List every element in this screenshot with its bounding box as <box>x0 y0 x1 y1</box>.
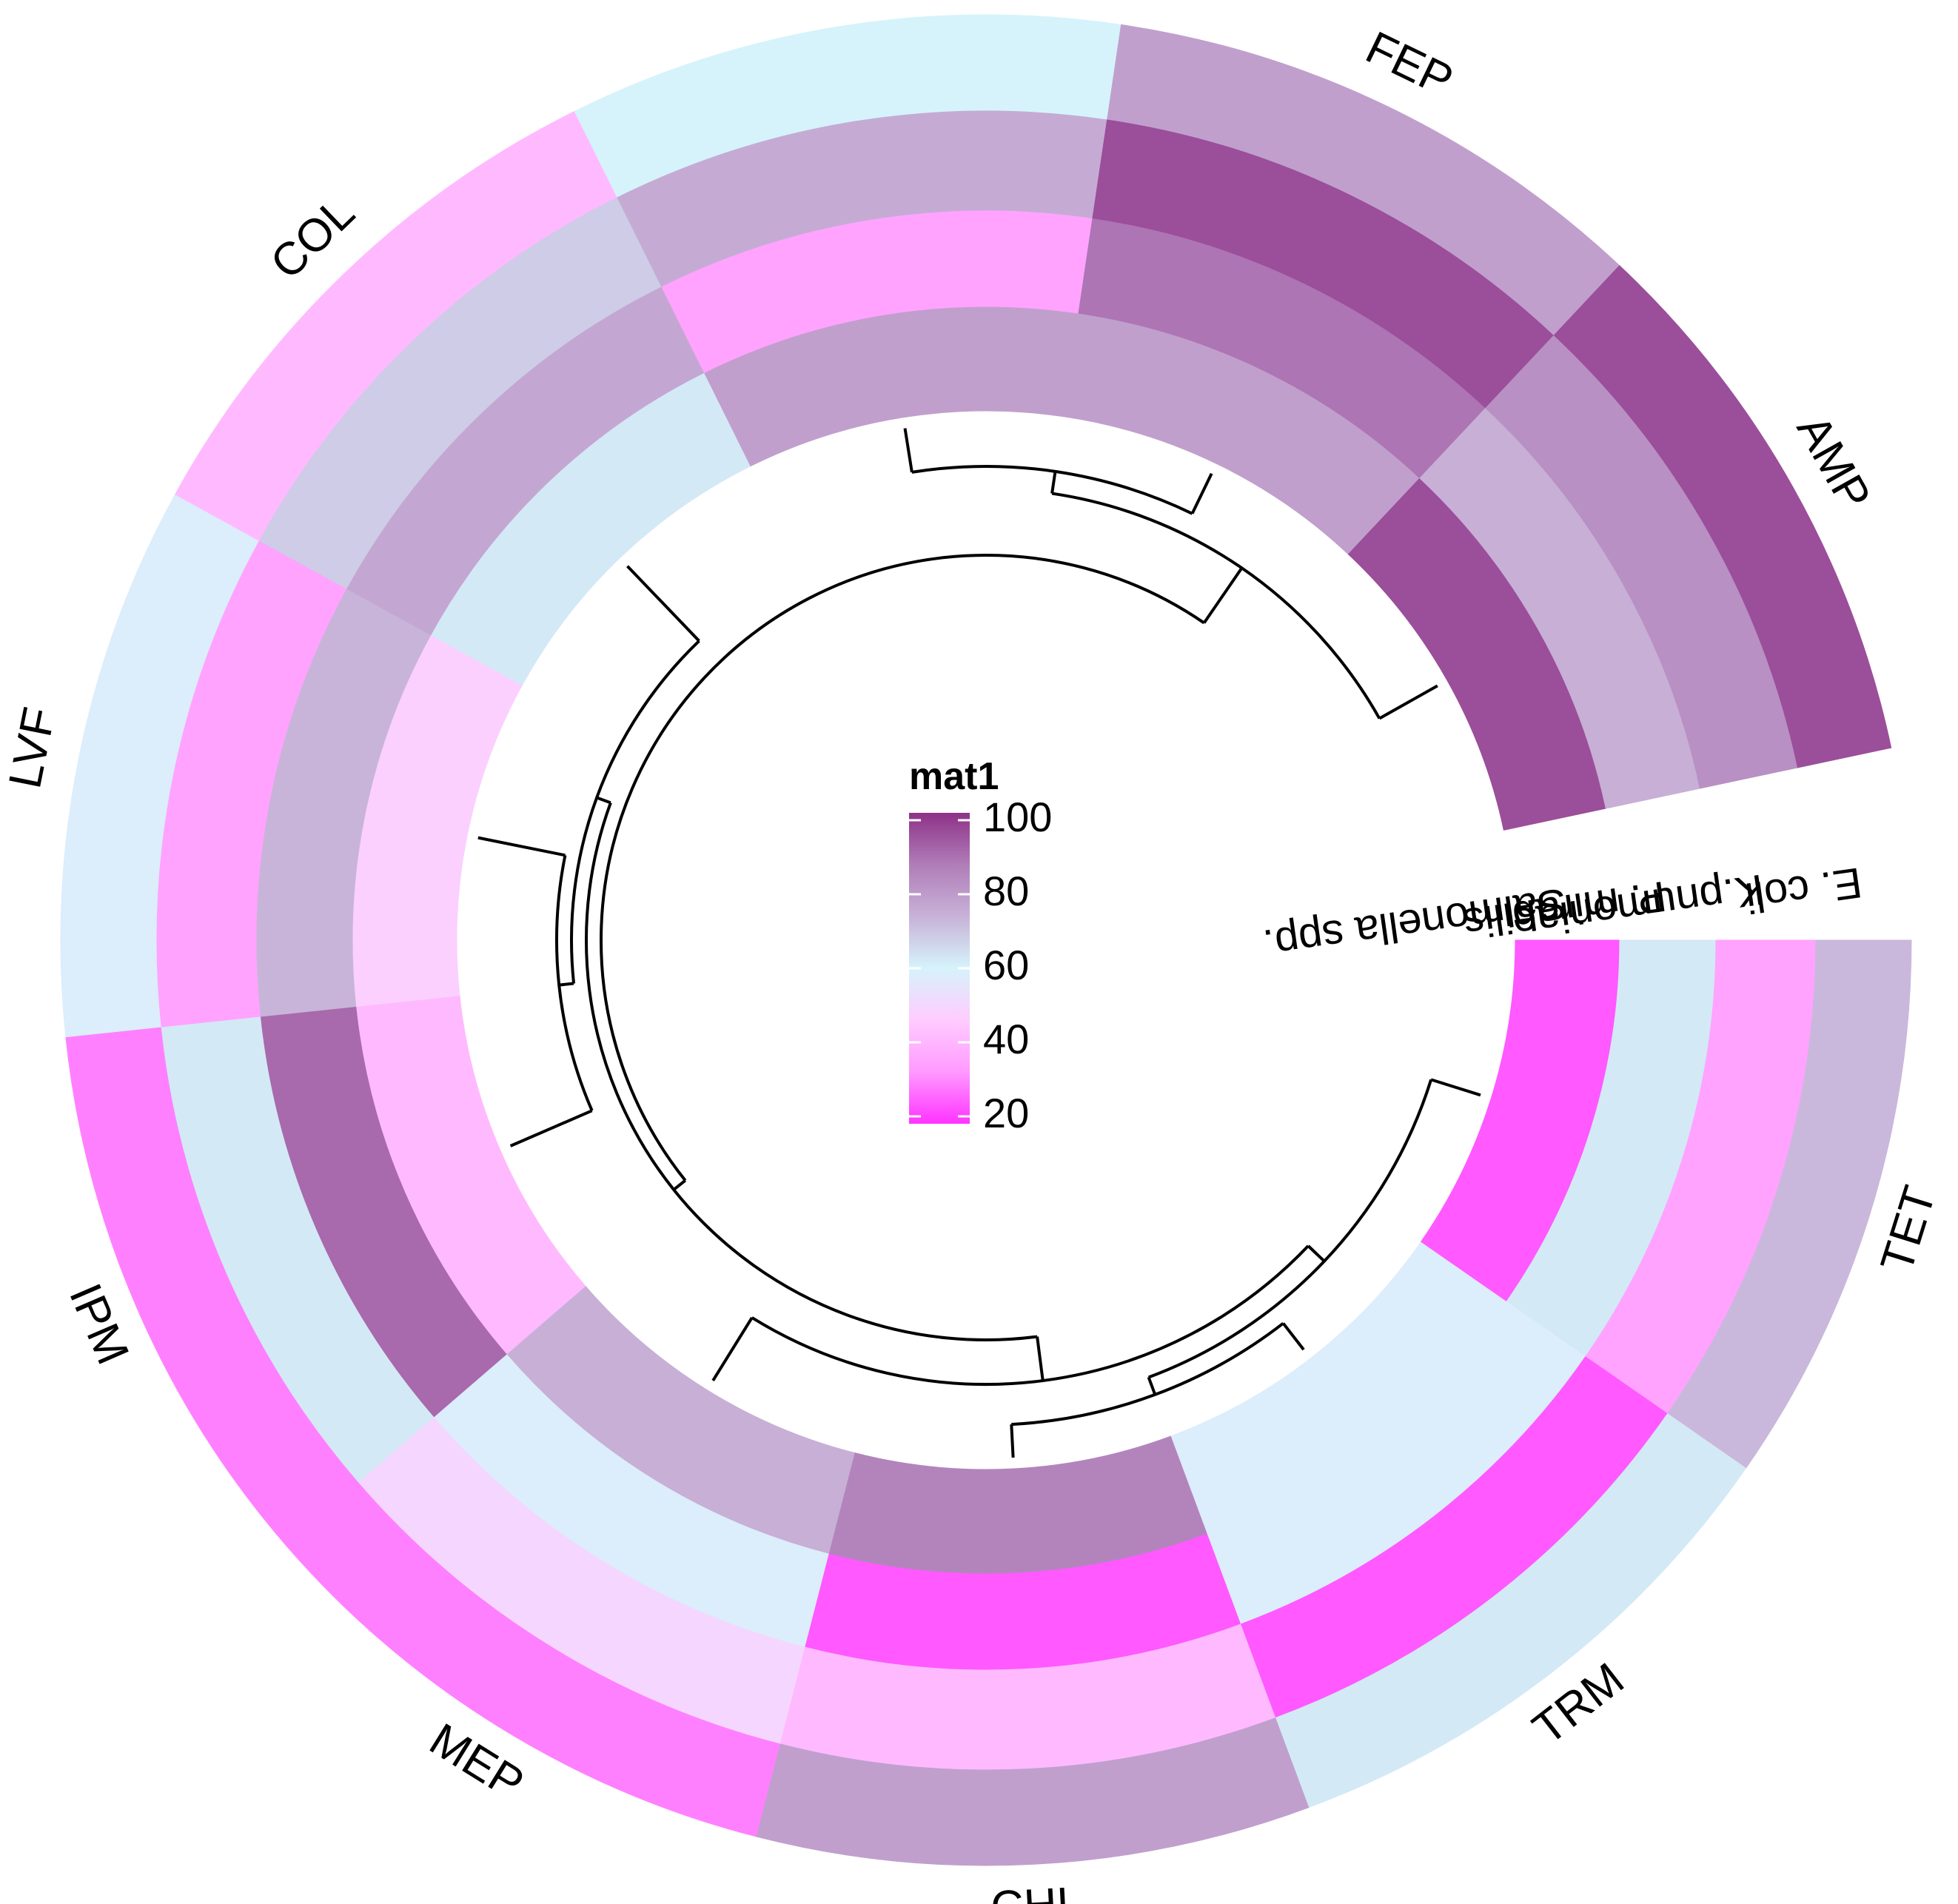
dendrogram-branch <box>626 565 700 643</box>
dendrogram-branch <box>711 1316 754 1381</box>
sector-label: LVF <box>0 703 65 793</box>
dendrogram-branch <box>570 640 700 984</box>
dendrogram-branch <box>1147 1376 1157 1395</box>
dendrogram-branch <box>1378 684 1438 720</box>
dendrogram-branch <box>1430 1078 1481 1097</box>
color-legend: mat1 20 40 60 80 100 <box>909 755 1052 1136</box>
dendrogram-branch <box>1190 472 1213 514</box>
dendrogram-branch <box>509 1109 593 1147</box>
legend-tick-label: 60 <box>983 942 1029 988</box>
legend-tick-label: 40 <box>983 1016 1029 1062</box>
legend-ticks: 20 40 60 80 100 <box>909 794 1052 1136</box>
dendrogram-branch <box>600 554 1205 1181</box>
sector-label: CHL <box>990 1877 1084 1904</box>
legend-tick-label: 20 <box>983 1090 1029 1136</box>
dendrogram-branch <box>1036 1336 1045 1381</box>
dendrogram-branch <box>672 1179 686 1191</box>
dendrogram-branch <box>1202 567 1244 624</box>
sector-label: TET <box>1871 1180 1946 1278</box>
dendrogram-branch <box>1010 1424 1015 1458</box>
dendrogram-branch <box>477 836 566 857</box>
heatmap-cells <box>60 14 1912 1866</box>
sector-label: CIP <box>792 0 876 10</box>
dendrogram-branch <box>1147 1079 1433 1379</box>
dendrogram-branch <box>1050 471 1057 494</box>
dendrogram-branch <box>555 854 594 1112</box>
dendrogram-branch <box>558 982 574 987</box>
dendrogram-branch <box>596 796 611 805</box>
dendrogram <box>477 428 1481 1458</box>
legend-tick-label: 80 <box>983 868 1029 914</box>
sector-label: IPM <box>59 1276 138 1372</box>
dendrogram-branch <box>1281 1322 1305 1351</box>
dendrogram-branch <box>1307 1244 1326 1263</box>
dendrogram-branch <box>903 428 913 473</box>
legend-title: mat1 <box>909 755 999 798</box>
heatmap-cell <box>1347 478 1606 831</box>
legend-tick-label: 100 <box>983 794 1052 840</box>
sector-label: FEP <box>1358 22 1461 107</box>
